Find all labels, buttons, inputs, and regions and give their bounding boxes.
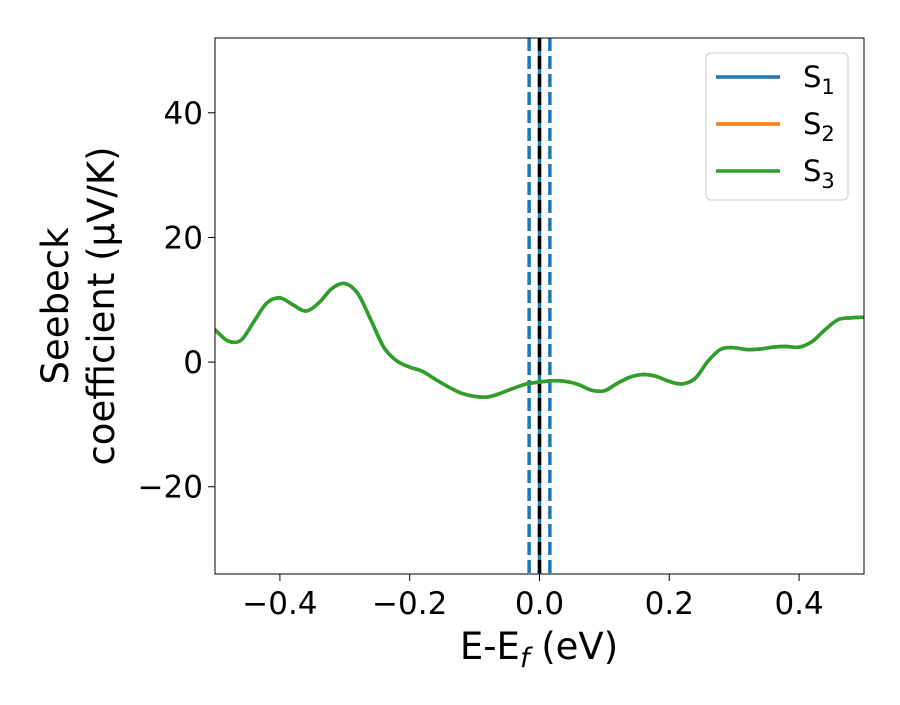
x-tick-label: 0.0 bbox=[515, 586, 564, 622]
fermi-level-lines bbox=[527, 38, 552, 574]
y-tick-label: 20 bbox=[164, 220, 203, 256]
legend-label-s2: S2 bbox=[803, 107, 835, 146]
x-axis: −0.4 −0.2 0.0 0.2 0.4 bbox=[242, 574, 824, 622]
series-line-s3 bbox=[215, 281, 864, 399]
y-tick-label: 0 bbox=[183, 345, 203, 381]
series-layer bbox=[215, 281, 864, 399]
legend-label-sub: 3 bbox=[821, 169, 834, 193]
legend-label-sub: 2 bbox=[821, 122, 834, 146]
y-axis: −20 0 20 40 bbox=[138, 96, 215, 506]
legend-box bbox=[705, 52, 849, 201]
x-axis-label-main: E-E bbox=[460, 625, 520, 668]
x-tick-label: −0.2 bbox=[372, 586, 447, 622]
y-tick-label: −20 bbox=[138, 470, 203, 506]
y-axis-label: Seebeck coefficient (μV/K) bbox=[34, 146, 123, 465]
legend-label-main: S bbox=[803, 107, 821, 141]
legend-label-main: S bbox=[803, 154, 821, 188]
x-tick-label: 0.2 bbox=[645, 586, 694, 622]
x-tick-label: 0.4 bbox=[774, 586, 823, 622]
legend-label-s3: S3 bbox=[803, 154, 835, 193]
x-axis-label: E-Ef (eV) bbox=[460, 625, 618, 674]
x-tick-label: −0.4 bbox=[242, 586, 317, 622]
y-axis-label-line1: Seebeck bbox=[34, 227, 77, 385]
legend-label-s1: S1 bbox=[803, 60, 835, 99]
legend-label-main: S bbox=[803, 60, 821, 94]
y-tick-label: 40 bbox=[164, 96, 203, 132]
y-axis-label-line2: coefficient (μV/K) bbox=[80, 146, 123, 465]
legend-label-sub: 1 bbox=[821, 75, 834, 99]
x-axis-label-unit: (eV) bbox=[529, 625, 618, 668]
